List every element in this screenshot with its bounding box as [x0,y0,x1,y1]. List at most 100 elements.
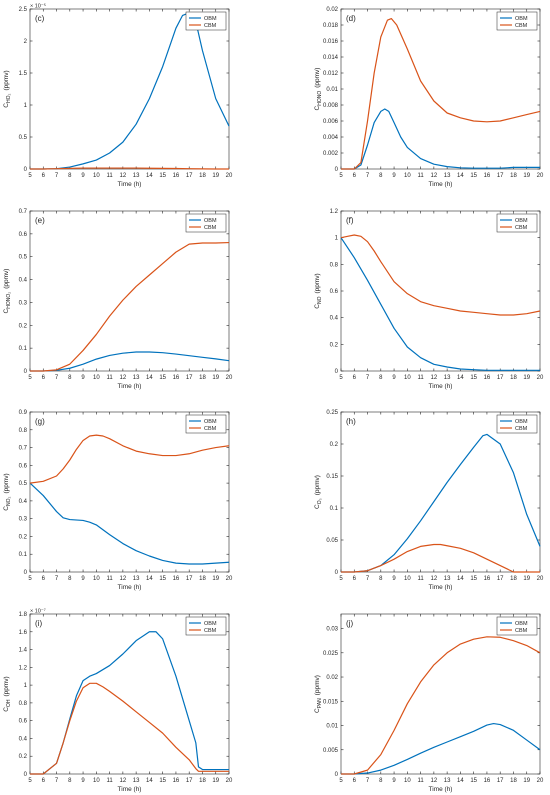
y-tick-label: 0.005 [323,748,339,754]
y-tick-label: 0.5 [19,481,28,487]
x-tick-label: 11 [417,375,424,381]
x-tick-label: 13 [444,173,451,179]
panel-label: (i) [35,619,42,628]
x-tick-label: 19 [523,576,530,582]
series-line-cbm [341,18,541,170]
y-axis-label: CO₃ (ppmv) [314,475,323,509]
panel-label: (g) [35,417,45,426]
y-tick-label: 0.016 [323,39,339,45]
x-tick-label: 13 [444,375,451,381]
legend-label: OBM [204,621,217,627]
y-label-sub: HO₂ [6,93,12,103]
x-tick-label: 17 [497,778,504,784]
x-tick-label: 5 [339,576,343,582]
x-tick-label: 12 [120,173,127,179]
legend-label: OBM [515,621,528,627]
x-tick-label: 6 [353,576,357,582]
y-label-unit: (ppmv) [3,473,10,493]
x-tick-label: 20 [537,778,544,784]
y-tick-label: 0.5 [19,135,28,141]
series-line-obm [340,237,540,371]
y-tick-label: 0 [335,369,339,375]
y-label-main: C [314,105,321,110]
x-tick-label: 19 [523,375,530,381]
x-tick-label: 17 [186,576,193,582]
plot-area [340,210,541,372]
y-tick-label: 0.15 [326,474,338,480]
panel-j: 5 6 7 8 9 10 11 12 13 14 15 16 17 18 19 20 0 0.005 0.01 0.0… [314,613,544,793]
y-label-sub: O₃ [317,498,323,504]
legend-label: OBM [204,218,217,224]
y-tick-label: 0.6 [330,289,339,295]
y-tick-label: 0.2 [330,442,339,448]
y-tick-label: 0.004 [323,135,339,141]
y-tick-label: 0.6 [19,232,28,238]
y-axis-label: CPAN (ppmv) [314,675,323,713]
x-tick-label: 5 [28,576,32,582]
x-tick-label: 13 [133,778,140,784]
series-line-cbm [30,241,230,372]
y-label-sub: OH [6,699,12,707]
x-tick-label: 19 [523,173,530,179]
plot-area [29,8,230,170]
plot-area [340,613,541,775]
y-tick-label: 1.2 [19,665,28,671]
y-tick-label: 0.25 [326,410,338,416]
y-tick-label: 0.4 [330,316,339,322]
x-tick-label: 15 [470,778,477,784]
x-tick-label: 17 [186,173,193,179]
y-exponent-label: × 10⁻⁵ [30,3,46,10]
x-tick-label: 16 [173,778,180,784]
x-tick-label: 17 [497,173,504,179]
x-tick-label: 16 [173,375,180,381]
legend-label: OBM [515,218,528,224]
y-label-sub: HONO [317,91,323,106]
legend-label: OBM [204,16,217,22]
x-tick-label: 5 [339,778,343,784]
y-axis-label: CHONO (ppmv) [314,68,323,111]
x-axis-label: Time (h) [429,181,453,188]
x-tick-label: 18 [510,778,517,784]
x-tick-label: 6 [353,778,357,784]
y-axis-label: CNO (ppmv) [314,273,323,308]
x-tick-label: 6 [353,173,357,179]
x-tick-label: 8 [68,375,72,381]
x-tick-label: 19 [523,778,530,784]
y-tick-label: 0.4 [19,499,28,505]
y-tick-label: 2.5 [19,7,28,13]
x-tick-label: 15 [159,576,166,582]
y-label-unit: (ppmv) [3,676,10,696]
y-tick-label: 1 [24,103,28,109]
series-line-obm [29,482,230,565]
y-label-sub: NO [317,296,323,304]
y-tick-label: 0.8 [19,428,28,434]
x-tick-label: 14 [146,173,153,179]
x-tick-label: 7 [366,576,370,582]
x-tick-label: 8 [68,173,72,179]
legend-label: CBM [515,426,528,432]
legend-label: OBM [515,419,528,425]
x-tick-label: 6 [42,576,46,582]
x-tick-label: 10 [404,173,411,179]
panel-e: 5 6 7 8 9 10 11 12 13 14 15 16 17 18 19 20 0 0.1 0.2 0.3 0.4… [3,209,233,390]
y-label-main: C [314,304,321,309]
y-tick-label: 0.7 [19,209,28,215]
x-tick-label: 18 [510,173,517,179]
y-tick-label: 1.2 [330,209,339,215]
y-tick-label: 0.1 [330,506,339,512]
x-tick-label: 19 [212,375,219,381]
x-tick-label: 7 [55,778,59,784]
y-tick-label: 0.6 [19,463,28,469]
y-label-unit: (ppmv) [314,475,321,495]
x-tick-label: 13 [444,576,451,582]
y-tick-label: 1.8 [19,612,28,618]
legend-label: CBM [204,23,217,29]
panel-f: 5 6 7 8 9 10 11 12 13 14 15 16 17 18 19 20 0 0.2 0.4 0.6 0.8… [314,209,544,390]
x-tick-label: 12 [120,576,127,582]
x-axis-label: Time (h) [429,786,453,793]
x-tick-label: 8 [68,778,72,784]
x-tick-label: 6 [353,375,357,381]
